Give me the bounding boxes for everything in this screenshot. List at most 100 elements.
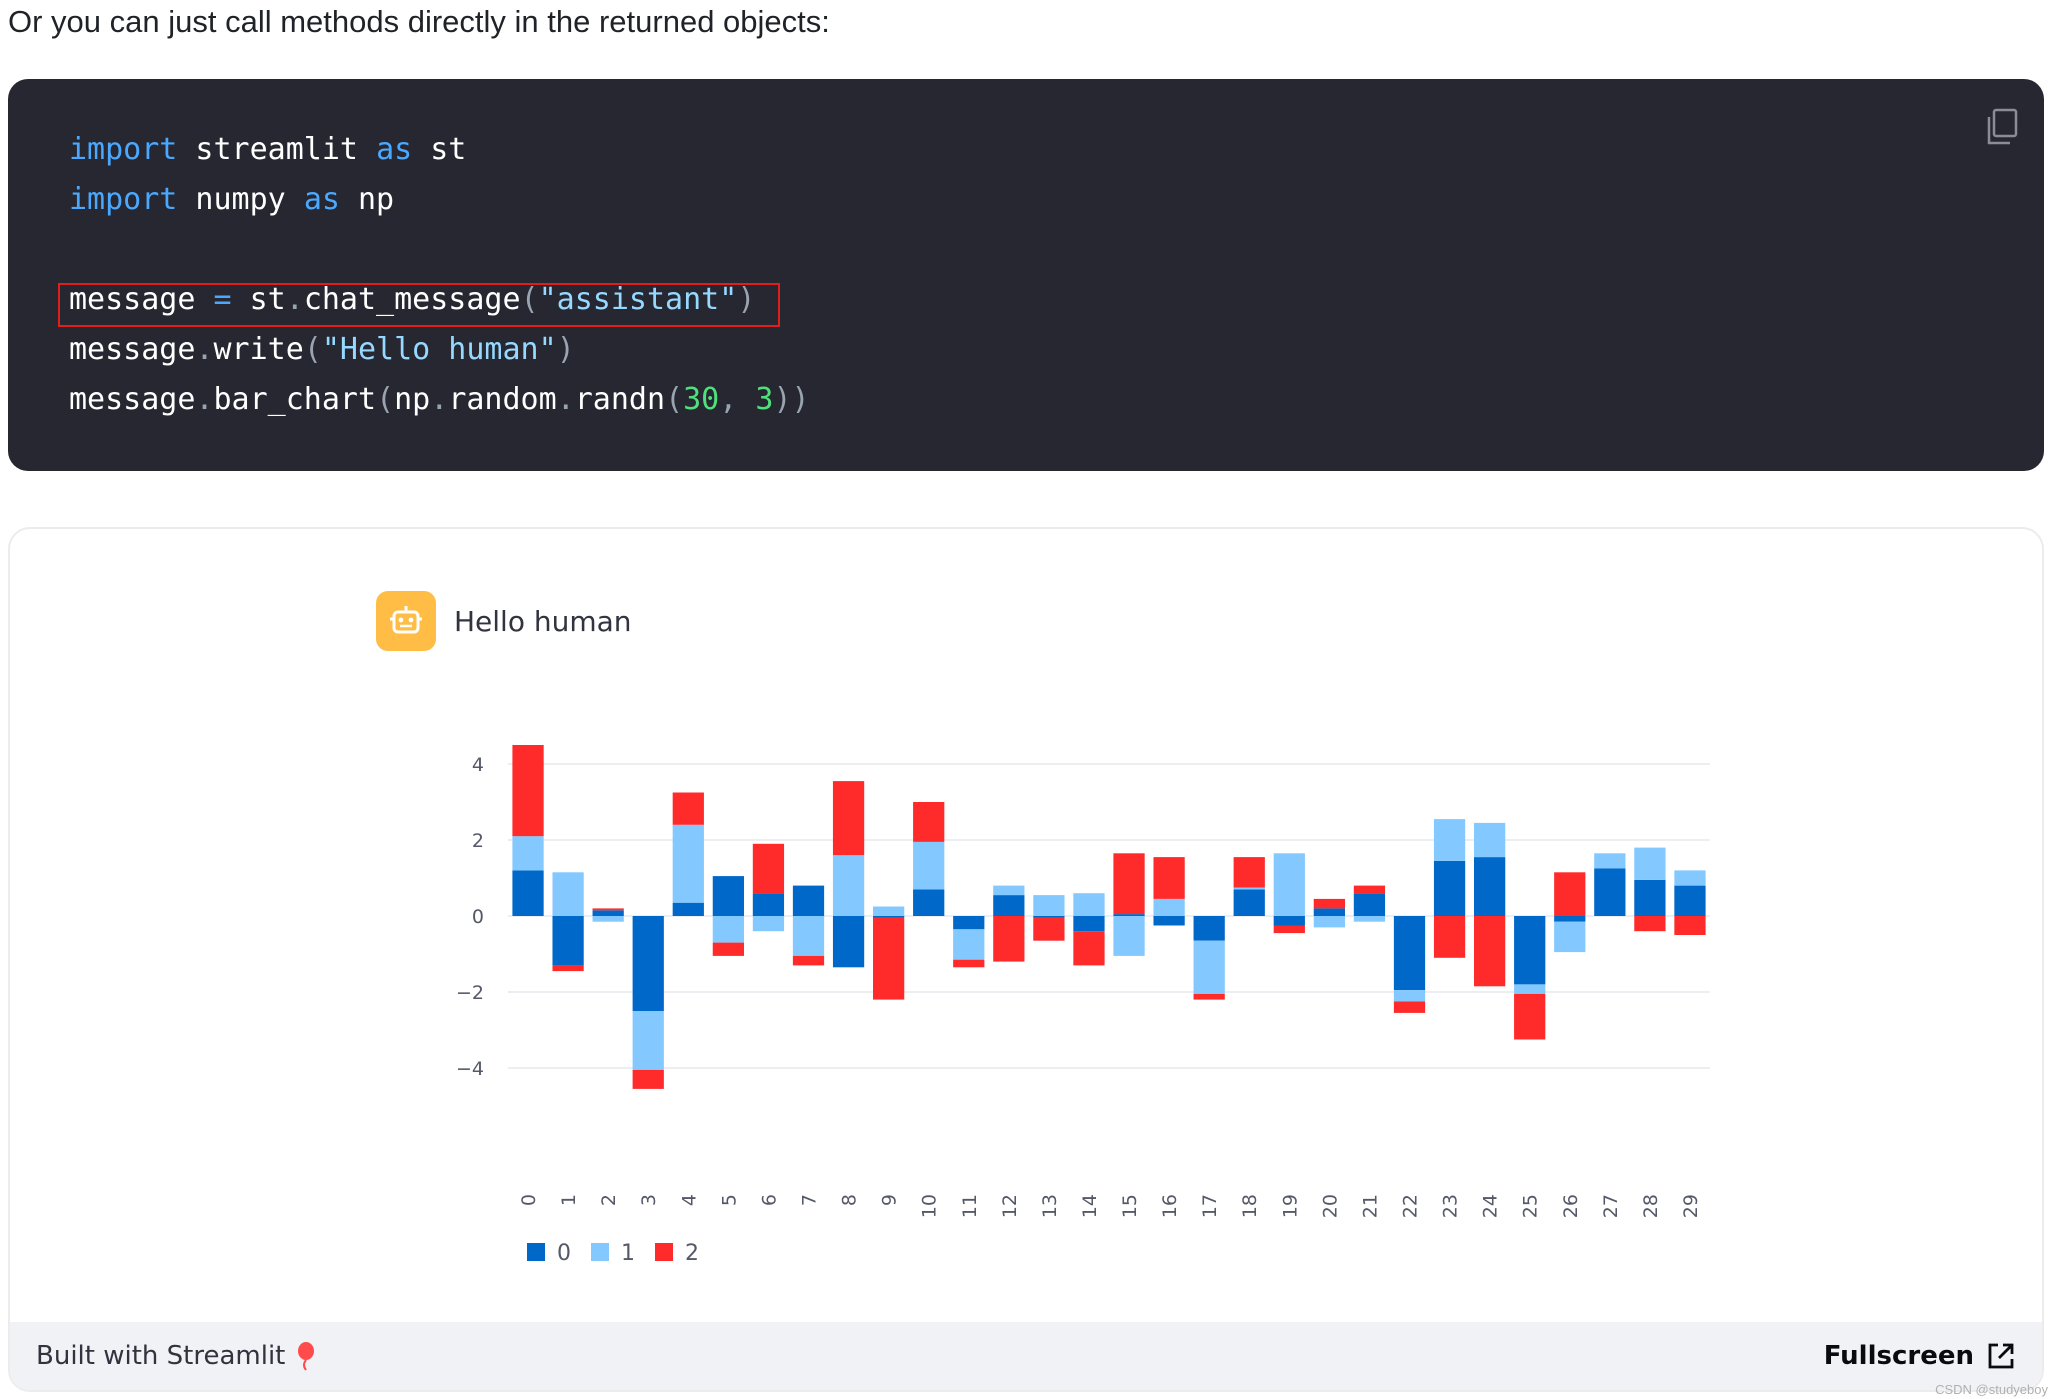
bar-segment-series-1 xyxy=(953,929,985,960)
fullscreen-button[interactable]: Fullscreen xyxy=(1824,1341,2016,1371)
paren: ( xyxy=(665,382,684,417)
x-tick-label: 4 xyxy=(678,1194,700,1206)
bar-segment-series-1 xyxy=(592,916,624,922)
bar-segment-series-0 xyxy=(1474,857,1506,916)
bar-segment-series-2 xyxy=(953,959,985,968)
x-tick-label: 9 xyxy=(879,1194,901,1206)
string-literal: "assistant" xyxy=(538,282,738,317)
bar-segment-series-2 xyxy=(1393,1001,1426,1013)
bar-segment-series-1 xyxy=(832,855,865,916)
x-tick-label: 17 xyxy=(1199,1194,1221,1218)
bar-segment-series-2 xyxy=(792,955,825,966)
built-with-streamlit[interactable]: Built with Streamlit xyxy=(36,1341,317,1371)
robot-icon xyxy=(390,606,422,634)
x-tick-label: 25 xyxy=(1520,1194,1542,1218)
paren: ) xyxy=(737,282,756,317)
bar-segment-series-0 xyxy=(1073,916,1105,932)
paren: )) xyxy=(773,382,810,417)
legend-swatch-0 xyxy=(527,1243,545,1261)
bar-segment-series-1 xyxy=(1233,887,1265,890)
bar-segment-series-1 xyxy=(1474,822,1506,858)
bar-segment-series-2 xyxy=(752,843,785,894)
dot: . xyxy=(430,382,449,417)
x-tick-label: 18 xyxy=(1239,1194,1261,1218)
bar-segment-series-0 xyxy=(1193,916,1225,941)
bar-segment-series-0 xyxy=(1153,916,1185,926)
bar-segment-series-0 xyxy=(1113,914,1145,916)
legend-label-1: 1 xyxy=(621,1241,635,1266)
x-tick-label: 6 xyxy=(758,1194,780,1206)
bar-segment-series-0 xyxy=(1033,916,1065,918)
balloon-icon xyxy=(298,1342,315,1371)
module-name: np xyxy=(394,382,431,417)
copy-icon xyxy=(1987,108,2018,145)
streamlit-app-frame: Hello human 4 2 0 −2 −4 0 1 2 3 4 5 6 7 8 9 10 11 12 13 14 1… xyxy=(8,527,2044,1392)
bar-segment-series-2 xyxy=(512,745,544,837)
bar-segment-series-2 xyxy=(1474,916,1506,987)
bar-segment-series-1 xyxy=(1313,916,1345,928)
paren: ( xyxy=(376,382,395,417)
x-tick-label: 5 xyxy=(718,1194,740,1206)
bar-segment-series-1 xyxy=(1113,916,1145,956)
x-tick-label: 26 xyxy=(1560,1194,1582,1218)
x-tick-label: 27 xyxy=(1600,1194,1622,1218)
code-line-4: message.write("Hello human") xyxy=(69,325,810,375)
highlight-box xyxy=(58,283,780,327)
function-name: randn xyxy=(574,382,666,417)
bar-segment-series-0 xyxy=(832,916,865,968)
chat-message-text: Hello human xyxy=(454,604,632,638)
y-tick-label: 2 xyxy=(472,830,484,852)
copy-button[interactable] xyxy=(1984,107,2020,147)
external-link-icon xyxy=(1988,1343,2014,1369)
keyword: import xyxy=(69,182,178,217)
bar-segment-series-0 xyxy=(1353,893,1386,916)
bar-segment-series-2 xyxy=(1313,898,1345,909)
bar-segment-series-0 xyxy=(752,893,785,916)
string-literal: "Hello human" xyxy=(321,332,557,367)
bar-segment-series-0 xyxy=(712,876,744,916)
code-line-2: import numpy as np xyxy=(69,175,810,225)
paren: ) xyxy=(556,332,575,367)
fullscreen-label: Fullscreen xyxy=(1823,1341,1974,1371)
bar-segment-series-2 xyxy=(1634,916,1666,932)
bar-segment-series-1 xyxy=(993,885,1025,896)
y-tick-label: −2 xyxy=(456,982,484,1004)
bar-segment-series-0 xyxy=(873,916,905,918)
bar-segment-series-1 xyxy=(1193,940,1225,994)
code-line-empty xyxy=(69,225,810,275)
x-tick-label: 21 xyxy=(1359,1194,1381,1218)
paren: ( xyxy=(520,282,539,317)
x-tick-label: 11 xyxy=(959,1194,981,1218)
variable: message xyxy=(69,332,196,367)
x-tick-label: 29 xyxy=(1680,1194,1702,1218)
bar-segment-series-1 xyxy=(1153,898,1185,916)
x-tick-label: 14 xyxy=(1079,1194,1101,1218)
bar-segment-series-0 xyxy=(632,916,664,1011)
bar-segment-series-0 xyxy=(512,870,544,916)
bar-segment-series-1 xyxy=(512,836,544,871)
y-tick-label: −4 xyxy=(456,1058,484,1080)
y-tick-label: 0 xyxy=(472,906,484,928)
chat-message: Hello human xyxy=(376,591,632,651)
bar-segment-series-2 xyxy=(632,1069,664,1089)
legend-swatch-1 xyxy=(591,1243,609,1261)
bar-segment-series-2 xyxy=(1674,916,1706,935)
x-tick-label: 3 xyxy=(638,1194,660,1206)
bar-segment-series-2 xyxy=(1153,857,1185,899)
x-tick-label: 7 xyxy=(799,1194,821,1206)
x-tick-label: 28 xyxy=(1640,1194,1662,1218)
keyword: as xyxy=(303,182,340,217)
bar-segment-series-0 xyxy=(1594,868,1626,916)
bar-segment-series-1 xyxy=(1073,893,1105,916)
bar-segment-series-2 xyxy=(1113,853,1145,915)
x-tick-label: 15 xyxy=(1119,1194,1141,1218)
bar-segment-series-0 xyxy=(1433,860,1466,916)
intro-text: Or you can just call methods directly in… xyxy=(8,4,830,39)
submodule-name: random xyxy=(448,382,557,417)
bar-segment-series-1 xyxy=(1514,984,1546,994)
legend-label-0: 0 xyxy=(557,1241,571,1266)
legend-label-2: 2 xyxy=(685,1241,699,1266)
x-tick-label: 13 xyxy=(1039,1194,1061,1218)
dot: . xyxy=(195,382,214,417)
bar-segment-series-1 xyxy=(632,1011,664,1070)
